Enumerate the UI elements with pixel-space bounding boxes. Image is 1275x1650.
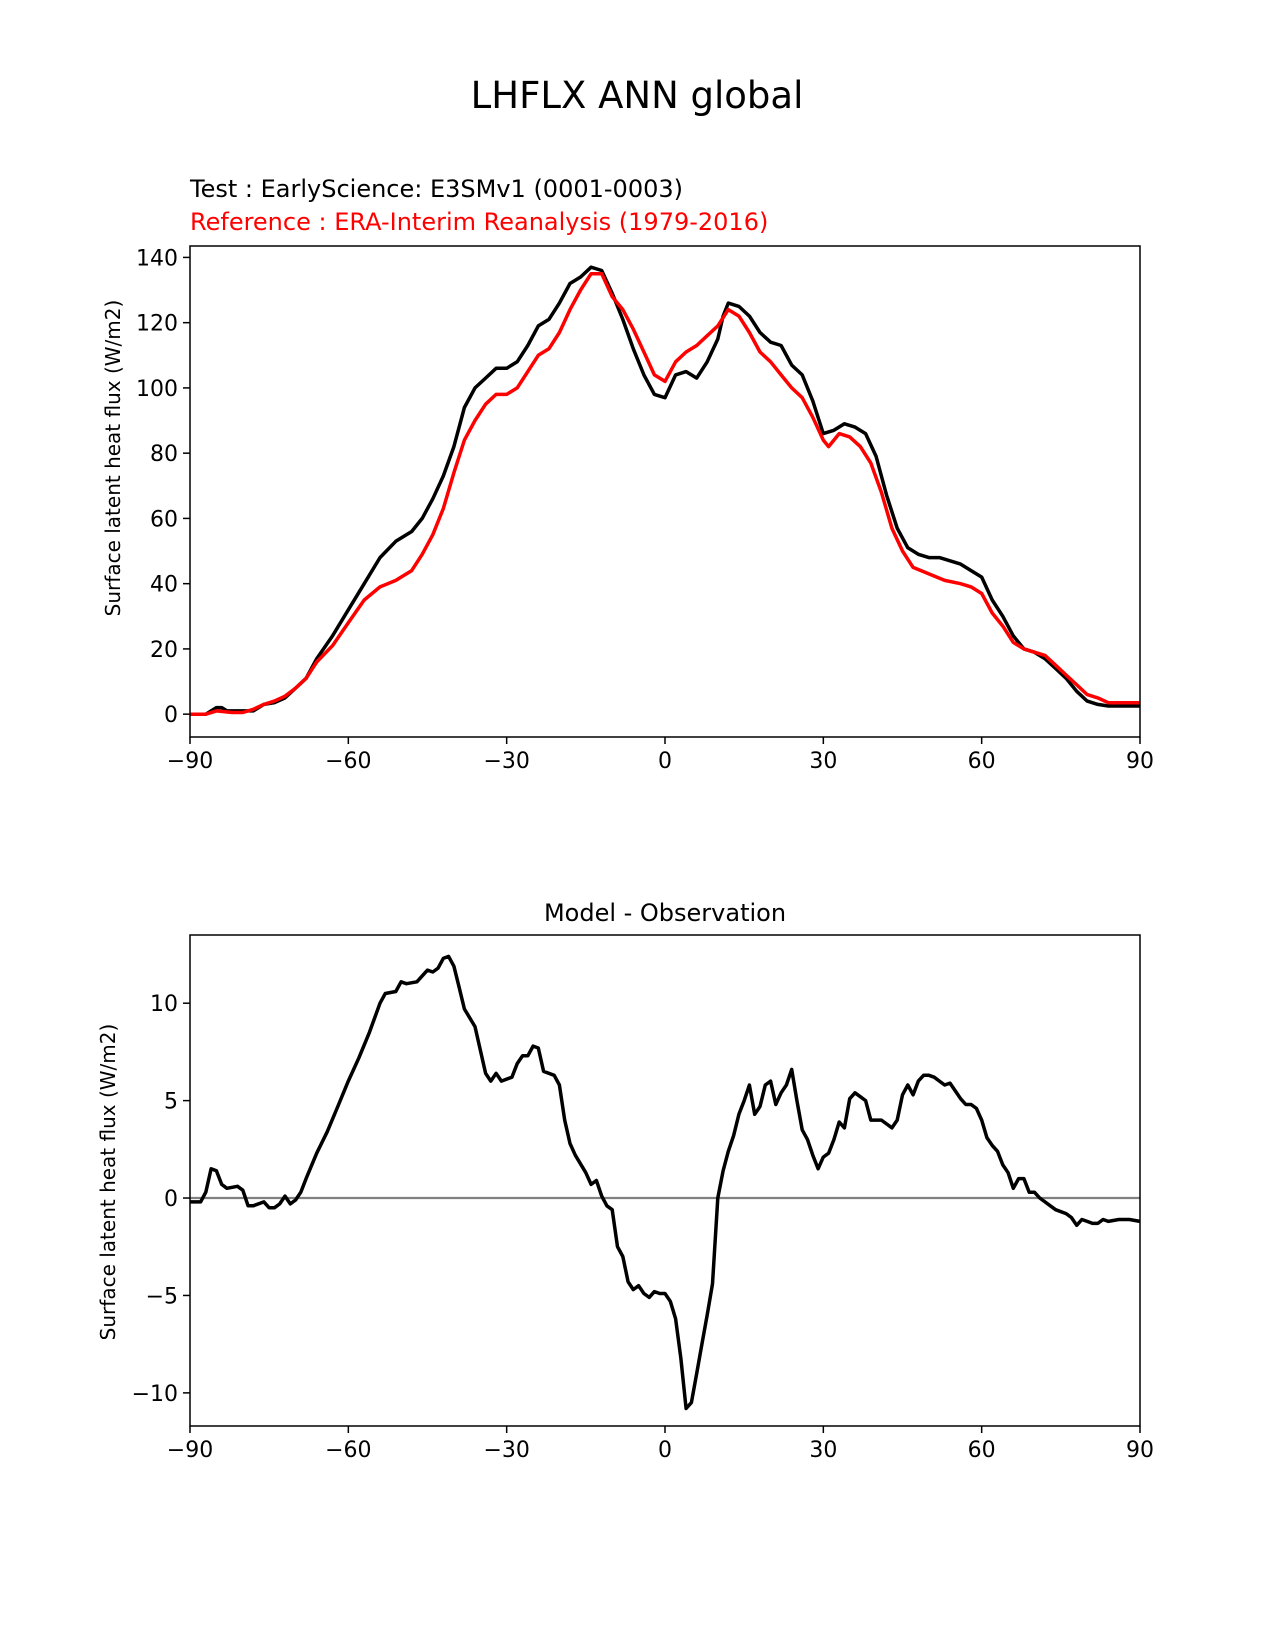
- bottom-ylabel: Surface latent heat flux (W/m2): [96, 1024, 120, 1341]
- y-tick-label: −5: [146, 1284, 178, 1309]
- x-tick-label: −30: [483, 1438, 529, 1463]
- bottom-panel: Model - Observation Surface latent heat …: [96, 899, 1154, 1463]
- reference-label: Reference : ERA-Interim Reanalysis (1979…: [190, 208, 768, 236]
- x-tick-label: −60: [325, 1438, 371, 1463]
- series-line-reference: [190, 271, 1140, 716]
- y-tick-label: 120: [136, 312, 178, 337]
- x-tick-label: 90: [1126, 1438, 1154, 1463]
- difference-title: Model - Observation: [544, 899, 786, 927]
- y-tick-label: 0: [164, 703, 178, 728]
- y-tick-label: 20: [150, 638, 178, 663]
- series-line-difference: [190, 954, 1141, 1411]
- y-tick-label: 140: [136, 246, 178, 271]
- top-plot-frame: [189, 245, 1141, 738]
- series-line-test: [190, 265, 1140, 716]
- x-tick-label: 0: [658, 749, 672, 774]
- y-tick-label: 60: [150, 507, 178, 532]
- test-label: Test : EarlyScience: E3SMv1 (0001-0003): [189, 175, 683, 203]
- x-tick-label: 60: [968, 1438, 996, 1463]
- x-tick-label: −60: [325, 749, 371, 774]
- x-tick-label: 30: [809, 1438, 837, 1463]
- x-tick-label: 0: [658, 1438, 672, 1463]
- y-tick-label: 100: [136, 377, 178, 402]
- bottom-plot-frame: [189, 934, 1141, 1427]
- x-tick-label: −30: [483, 749, 529, 774]
- top-panel: Test : EarlyScience: E3SMv1 (0001-0003) …: [101, 175, 1154, 774]
- x-tick-label: −90: [167, 749, 213, 774]
- figure-title: LHFLX ANN global: [471, 74, 804, 117]
- y-tick-label: −10: [132, 1382, 178, 1407]
- x-tick-label: 30: [809, 749, 837, 774]
- y-tick-label: 80: [150, 442, 178, 467]
- y-tick-label: 10: [150, 992, 178, 1017]
- y-tick-label: 0: [164, 1187, 178, 1212]
- x-tick-label: 60: [968, 749, 996, 774]
- x-tick-label: −90: [167, 1438, 213, 1463]
- y-tick-label: 5: [164, 1090, 178, 1115]
- x-tick-label: 90: [1126, 749, 1154, 774]
- top-ylabel: Surface latent heat flux (W/m2): [101, 300, 125, 617]
- y-tick-label: 40: [150, 573, 178, 598]
